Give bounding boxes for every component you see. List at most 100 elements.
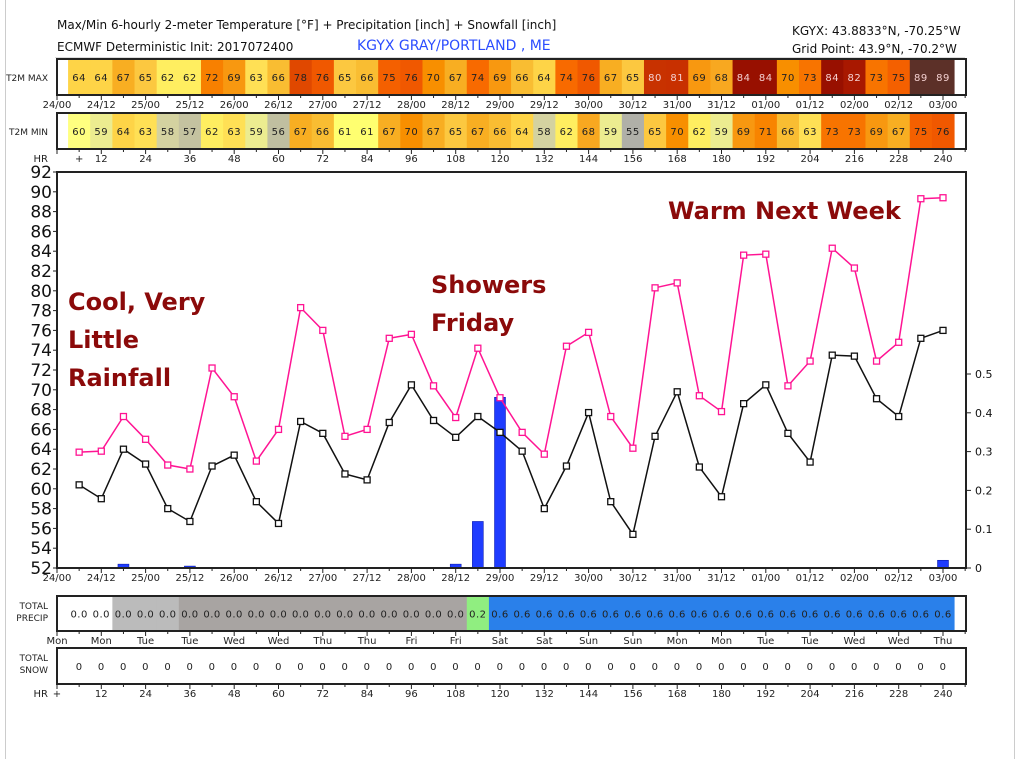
t2m-max-value: 82 (848, 73, 862, 84)
total-snow-cell (754, 649, 778, 683)
total-precip-value: 0.6 (735, 610, 752, 621)
total-precip-value: 0.6 (513, 610, 530, 621)
min-temp-point (186, 517, 194, 526)
max-temp-point (474, 344, 482, 352)
total-snow-cell (643, 649, 667, 683)
date-top-tick-label: 03/00 (929, 100, 958, 111)
min-temp-point (341, 470, 349, 478)
total-snow-value: 0 (851, 662, 858, 673)
total-snow-value: 0 (696, 662, 703, 673)
t2m-min-cell (90, 114, 113, 148)
y-tick-label: 78 (30, 302, 52, 322)
t2m-max-cell (887, 60, 911, 94)
date-top-tick-label: 28/12 (441, 100, 470, 111)
t2m-max-value: 65 (139, 73, 153, 84)
max-temp-point (97, 447, 105, 455)
hr-tick-label: 120 (490, 154, 509, 165)
max-temp-point (141, 435, 150, 443)
day-tick-label: Fri (450, 636, 462, 647)
total-precip-cell (245, 597, 268, 630)
total-snow-cell (267, 649, 291, 683)
t2m-max-cell (511, 60, 534, 94)
hr-tick-label: 48 (228, 154, 241, 165)
t2m-max-cell (821, 60, 844, 94)
total-precip-cell (156, 597, 180, 630)
total-snow-cell (378, 649, 401, 683)
total-snow-value: 0 (430, 662, 437, 673)
total-snow-value: 0 (452, 662, 459, 673)
max-temp-point (784, 382, 792, 390)
t2m-min-cell (378, 114, 401, 148)
t2m-min-cell (887, 114, 911, 148)
total-snow-value: 0 (76, 662, 83, 673)
total-precip-cell (134, 597, 158, 630)
total-precip-value: 0.0 (70, 610, 87, 621)
y-tick-label: 74 (30, 341, 52, 361)
y2-tick-label: 0.3 (975, 446, 993, 459)
max-temp-point (562, 342, 571, 350)
total-snow-cell (909, 649, 933, 683)
min-temp-point (895, 412, 903, 421)
total-snow-value: 0 (940, 662, 947, 673)
t2m-max-cell (90, 60, 113, 94)
total-snow-value: 0 (674, 662, 681, 673)
t2m-min-value: 57 (183, 127, 197, 138)
date-bottom-tick-label: 27/00 (308, 573, 337, 584)
day-tick-label: Sat (536, 636, 552, 647)
total-precip-value: 0.6 (779, 610, 796, 621)
min-temp-point (695, 463, 703, 471)
hr-bottom-tick-label: + (53, 689, 61, 700)
min-temp-point (540, 504, 548, 513)
total-snow-value: 0 (142, 662, 149, 673)
y-tick-label: 80 (30, 282, 52, 302)
t2m-max-cell (134, 60, 158, 94)
annotation-line: Cool, Very (68, 288, 206, 316)
max-temp-point (429, 382, 438, 390)
annotation-cool: Cool, Very Little Rainfall (68, 283, 205, 397)
total-precip-cell (444, 597, 468, 630)
t2m-min-value: 67 (382, 127, 396, 138)
min-temp-point (562, 462, 571, 470)
hr-bottom-row-label: HR (34, 689, 49, 700)
t2m-max-cell (843, 60, 866, 94)
min-temp-point (717, 493, 726, 501)
t2m-max-value: 89 (936, 73, 950, 84)
total-precip-value: 0.6 (824, 610, 841, 621)
total-precip-cell (178, 597, 202, 630)
total-snow-value: 0 (275, 662, 282, 673)
max-temp-point (252, 457, 261, 465)
t2m-max-value: 74 (471, 73, 485, 84)
t2m-min-cell (865, 114, 889, 148)
date-top-tick-label: 31/12 (707, 100, 736, 111)
t2m-max-value: 89 (914, 73, 928, 84)
hr-tick-label: 96 (405, 154, 418, 165)
t2m-min-cell (156, 114, 180, 148)
total-snow-value: 0 (231, 662, 238, 673)
t2m-min-cell (311, 114, 335, 148)
hr-tick-label: 204 (801, 154, 820, 165)
min-temp-point (673, 388, 681, 396)
date-bottom-tick-label: 28/00 (397, 573, 426, 584)
y-tick-label: 56 (30, 519, 52, 539)
day-tick-label: Thu (312, 636, 332, 647)
total-snow-cell (865, 649, 889, 683)
annotation-line: Showers (431, 271, 547, 299)
hr-tick-label: 24 (139, 154, 152, 165)
t2m-min-cell (488, 114, 512, 148)
t2m-min-cell (267, 114, 291, 148)
hr-tick-label: 216 (845, 154, 864, 165)
t2m-min-value: 63 (803, 127, 817, 138)
date-top-tick-label: 26/12 (264, 100, 293, 111)
max-temp-point (651, 284, 659, 292)
min-temp-point (496, 428, 504, 437)
station-coords: KGYX: 43.8833°N, -70.25°W (792, 24, 961, 38)
hr-tick-label: 192 (756, 154, 775, 165)
min-temp-point (872, 395, 881, 403)
total-precip-value: 0.0 (336, 610, 353, 621)
t2m-min-cell (112, 114, 136, 148)
max-temp-point (407, 330, 416, 339)
total-snow-cell (488, 649, 512, 683)
min-temp-point (939, 326, 947, 335)
total-snow-value: 0 (186, 662, 193, 673)
total-snow-value: 0 (762, 662, 769, 673)
